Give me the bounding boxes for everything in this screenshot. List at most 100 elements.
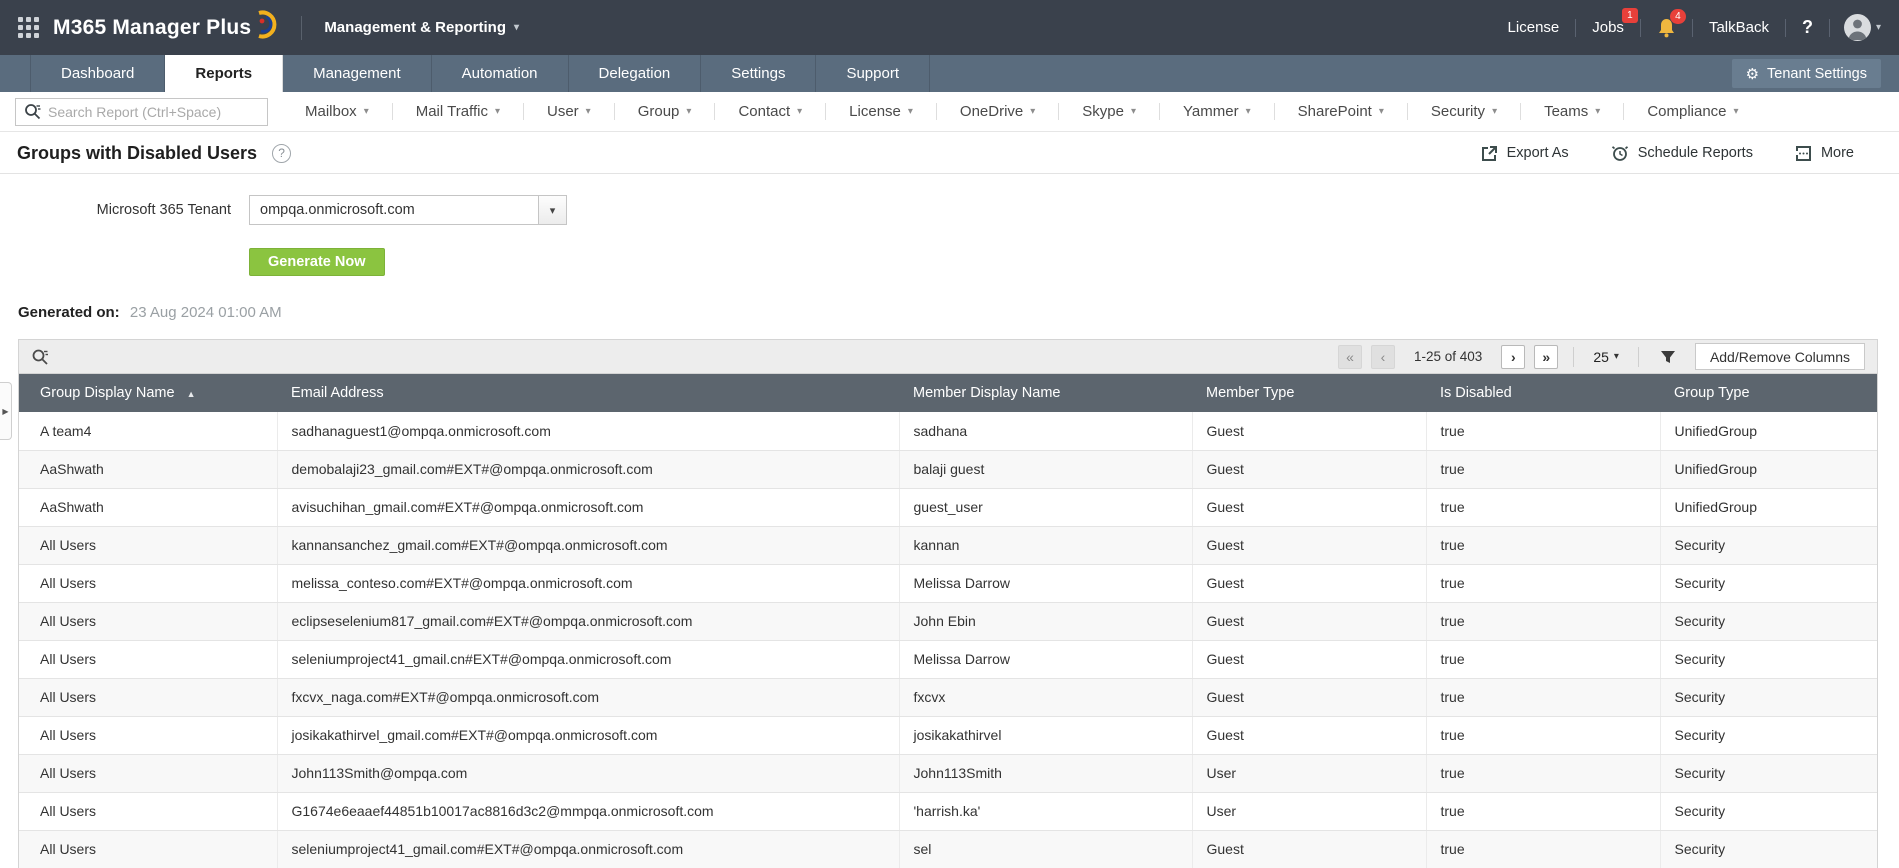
- column-header-email-address[interactable]: Email Address: [277, 374, 899, 412]
- notifications-button[interactable]: 4: [1641, 8, 1692, 38]
- table-row: All Users seleniumproject41_gmail.com#EX…: [19, 830, 1877, 868]
- report-category-menu[interactable]: Teams ▾: [1520, 103, 1623, 120]
- product-logo[interactable]: M365 Manager Plus: [53, 10, 279, 40]
- cell-member-display-name: fxcvx: [899, 678, 1193, 717]
- context-switcher[interactable]: Management & Reporting ▾: [324, 19, 519, 36]
- pager-last-button[interactable]: »: [1534, 344, 1559, 369]
- pager-next-button[interactable]: ›: [1501, 344, 1526, 369]
- chevron-down-icon: ▾: [1378, 106, 1384, 117]
- report-grid: « ‹ 1-25 of 403 › » 25 ▾: [18, 339, 1878, 868]
- topbar: M365 Manager Plus Management & Reporting…: [0, 0, 1899, 55]
- cell-email-address: demobalaji23_gmail.com#EXT#@ompqa.onmicr…: [277, 450, 900, 489]
- help-button[interactable]: ?: [1801, 17, 1813, 37]
- export-as-button[interactable]: Export As: [1481, 145, 1569, 162]
- cell-email-address: eclipseselenium817_gmail.com#EXT#@ompqa.…: [277, 602, 900, 641]
- filter-funnel-icon: [1660, 349, 1676, 365]
- cell-is-disabled: true: [1426, 526, 1661, 565]
- table-body: A team4 sadhanaguest1@ompqa.onmicrosoft.…: [19, 412, 1877, 868]
- tenant-select[interactable]: ompqa.onmicrosoft.com ▾: [249, 195, 567, 225]
- chevron-down-icon: ▾: [1875, 22, 1881, 33]
- topbar-right: License Jobs 1 4 TalkBack ?: [1492, 8, 1881, 41]
- cell-is-disabled: true: [1426, 754, 1661, 793]
- chevron-down-icon[interactable]: ▾: [538, 196, 566, 224]
- chevron-down-icon: ▾: [363, 106, 369, 117]
- report-category-menu[interactable]: Group ▾: [613, 103, 715, 120]
- add-remove-columns-button[interactable]: Add/Remove Columns: [1694, 343, 1865, 370]
- table-row: All Users eclipseselenium817_gmail.com#E…: [19, 602, 1877, 641]
- report-category-menu[interactable]: Yammer ▾: [1159, 103, 1274, 120]
- report-search-input[interactable]: [48, 103, 259, 120]
- gear-icon: ⚙: [1745, 65, 1760, 83]
- generated-on-timestamp: 23 Aug 2024 01:00 AM: [129, 304, 282, 321]
- more-options-icon: [1795, 145, 1812, 162]
- tenant-settings-button[interactable]: ⚙ Tenant Settings: [1731, 59, 1881, 88]
- column-header-member-type[interactable]: Member Type: [1192, 374, 1426, 412]
- menu-label: Mail Traffic: [415, 103, 488, 120]
- table-row: AaShwath avisuchihan_gmail.com#EXT#@ompq…: [19, 488, 1877, 527]
- pager-first-button[interactable]: «: [1338, 344, 1363, 369]
- tab-reports[interactable]: Reports: [165, 55, 284, 92]
- cell-member-type: Guest: [1192, 830, 1427, 868]
- cell-email-address: seleniumproject41_gmail.com#EXT#@ompqa.o…: [277, 830, 900, 868]
- menu-label: Skype: [1082, 103, 1124, 120]
- left-panel-expander[interactable]: ▶: [0, 382, 12, 440]
- report-category-menu[interactable]: Skype ▾: [1058, 103, 1159, 120]
- cell-member-display-name: sel: [899, 830, 1193, 868]
- more-button[interactable]: More: [1795, 145, 1854, 162]
- tab-delegation[interactable]: Delegation: [569, 55, 702, 92]
- export-icon: [1481, 145, 1498, 162]
- column-header-group-display-name[interactable]: Group Display Name ▲: [19, 374, 277, 412]
- menu-label: Security: [1430, 103, 1486, 120]
- report-category-menu[interactable]: Mailbox ▾: [282, 103, 392, 120]
- cell-member-display-name: John Ebin: [899, 602, 1193, 641]
- report-category-menu[interactable]: Contact ▾: [714, 103, 825, 120]
- column-header-group-type[interactable]: Group Type: [1660, 374, 1877, 412]
- generated-on-label: Generated on:: [18, 304, 120, 321]
- report-category-menu[interactable]: Compliance ▾: [1623, 103, 1761, 120]
- column-header-member-display-name[interactable]: Member Display Name: [899, 374, 1192, 412]
- report-category-menu[interactable]: Security ▾: [1406, 103, 1520, 120]
- jobs-link[interactable]: Jobs 1: [1576, 8, 1640, 36]
- table-row: All Users G1674e6eaaef44851b10017ac8816d…: [19, 792, 1877, 831]
- report-category-menu[interactable]: User ▾: [523, 103, 614, 120]
- user-menu[interactable]: ▾: [1830, 14, 1881, 41]
- tab-automation[interactable]: Automation: [432, 55, 569, 92]
- cell-group-type: Security: [1660, 564, 1877, 603]
- cell-member-display-name: kannan: [899, 526, 1193, 565]
- table-row: All Users melissa_conteso.com#EXT#@ompqa…: [19, 564, 1877, 603]
- report-search-box[interactable]: [15, 97, 268, 126]
- report-category-menu[interactable]: SharePoint ▾: [1273, 103, 1407, 120]
- table-row: All Users josikakathirvel_gmail.com#EXT#…: [19, 716, 1877, 755]
- tenant-field-label: Microsoft 365 Tenant: [96, 202, 231, 218]
- menu-label: Compliance: [1647, 103, 1727, 120]
- tab-dashboard[interactable]: Dashboard: [30, 55, 166, 92]
- main-tabbar: Dashboard Reports Management Automation …: [0, 55, 1899, 92]
- schedule-reports-button[interactable]: Schedule Reports: [1611, 144, 1753, 162]
- generate-now-button[interactable]: Generate Now: [249, 248, 385, 276]
- column-header-is-disabled[interactable]: Is Disabled: [1426, 374, 1660, 412]
- cell-is-disabled: true: [1426, 678, 1661, 717]
- cell-group-display-name: All Users: [19, 640, 278, 679]
- page-size-dropdown[interactable]: 25 ▾: [1589, 349, 1623, 365]
- cell-is-disabled: true: [1426, 564, 1661, 603]
- license-link[interactable]: License: [1507, 19, 1560, 36]
- report-category-menu[interactable]: License ▾: [825, 103, 936, 120]
- cell-is-disabled: true: [1426, 792, 1661, 831]
- cell-email-address: avisuchihan_gmail.com#EXT#@ompqa.onmicro…: [277, 488, 900, 527]
- tab-support[interactable]: Support: [816, 55, 930, 92]
- tab-settings[interactable]: Settings: [701, 55, 817, 92]
- pager-prev-button[interactable]: ‹: [1371, 344, 1396, 369]
- report-help-icon[interactable]: ?: [272, 143, 292, 163]
- chevron-down-icon: ▾: [514, 22, 520, 33]
- talkback-link[interactable]: TalkBack: [1708, 19, 1769, 36]
- tab-management[interactable]: Management: [283, 55, 432, 92]
- cell-member-type: User: [1192, 792, 1427, 831]
- app-grid-icon[interactable]: [18, 17, 39, 38]
- grid-toolbar-right: « ‹ 1-25 of 403 › » 25 ▾: [1338, 343, 1865, 370]
- report-category-menu[interactable]: OneDrive ▾: [935, 103, 1058, 120]
- chevron-down-icon: ▾: [1492, 106, 1498, 117]
- report-category-menu[interactable]: Mail Traffic ▾: [391, 103, 523, 120]
- sort-asc-icon: ▲: [186, 389, 196, 399]
- filter-button[interactable]: [1654, 349, 1682, 365]
- grid-search-icon[interactable]: [31, 348, 49, 366]
